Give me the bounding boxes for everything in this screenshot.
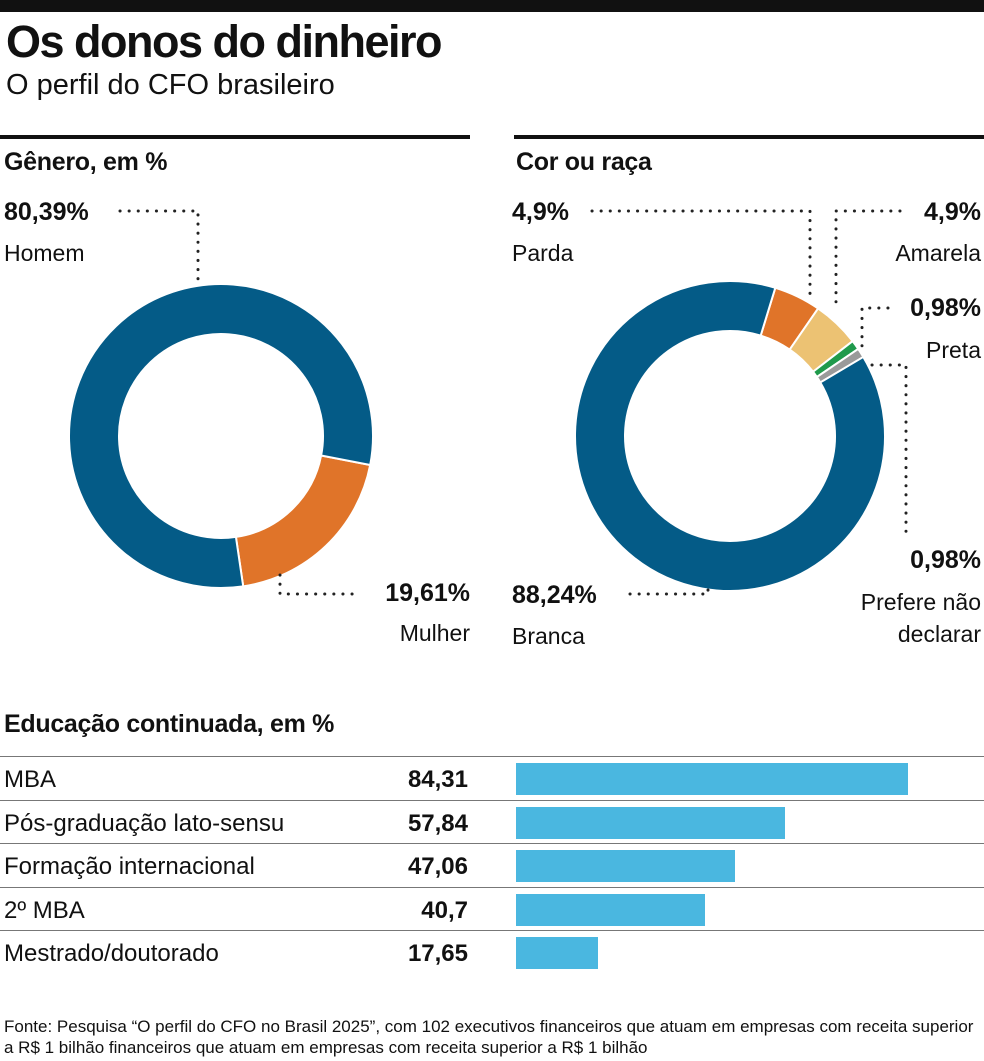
parda-label: Parda (512, 240, 574, 266)
gender-chart-title: Gênero, em % (4, 148, 168, 176)
preta-value: 0,98% (910, 294, 981, 322)
edu-value-label: 84,31 (407, 766, 468, 793)
leader-line-homem (118, 209, 200, 282)
slice-mulher (234, 454, 372, 588)
edu-row-mba: MBA 84,31 (0, 756, 984, 799)
edu-row-mestrado-doutorado: Mestrado/doutorado 17,65 (0, 930, 984, 973)
mulher-label: Mulher (399, 620, 470, 646)
parda-value: 4,9% (512, 198, 569, 226)
prefere-value: 0,98% (910, 546, 981, 574)
edu-row-pos-graduacao-lato-sensu: Pós-graduação lato-sensu 57,84 (0, 799, 984, 843)
edu-category-label: MBA (4, 766, 57, 793)
prefere-label-line1: Prefere não (860, 589, 981, 615)
edu-value-label: 40,7 (421, 896, 468, 924)
leader-line-mulher (278, 573, 362, 596)
preta-label: Preta (926, 337, 981, 363)
gender-section-rule (0, 135, 470, 139)
slice-homem (68, 283, 374, 589)
amarela-label: Amarela (895, 240, 981, 266)
page-subtitle: O perfil do CFO brasileiro (6, 69, 335, 101)
donut-charts (68, 209, 908, 596)
prefere-label-line2: declarar (897, 621, 981, 647)
branca-label: Branca (512, 623, 585, 649)
source-note: Fonte: Pesquisa “O perfil do CFO no Bras… (4, 1017, 974, 1057)
edu-row-separator (0, 799, 984, 801)
edu-row-formacao-internacional: Formação internacional 47,06 (0, 843, 984, 886)
mulher-value: 19,61% (385, 579, 470, 607)
leader-line-preta (860, 306, 890, 352)
edu-category-label: Mestrado/doutorado (4, 940, 219, 967)
slice-branca (574, 280, 886, 592)
edu-bar (516, 893, 706, 926)
gender-donut (68, 283, 374, 589)
edu-value-label: 17,65 (407, 940, 468, 967)
race-donut (574, 280, 886, 592)
homem-label: Homem (4, 240, 85, 266)
branca-value: 88,24% (512, 581, 597, 609)
edu-row-separator (0, 886, 984, 888)
leader-line-amarela (834, 209, 902, 307)
edu-bar (516, 850, 735, 882)
edu-category-label: Pós-graduação lato-sensu (4, 809, 285, 837)
page-title: Os donos do dinheiro (6, 16, 443, 67)
race-section-rule (514, 135, 984, 139)
amarela-value: 4,9% (924, 198, 981, 226)
top-bar (0, 0, 984, 12)
homem-value: 80,39% (4, 198, 89, 226)
edu-row-separator (0, 843, 984, 844)
edu-category-label: Formação internacional (4, 853, 255, 880)
edu-row-separator (0, 930, 984, 931)
edu-bar (516, 937, 599, 969)
edu-bar (516, 763, 909, 795)
education-chart-title: Educação continuada, em % (4, 710, 335, 738)
edu-category-label: 2º MBA (4, 896, 85, 924)
edu-value-label: 57,84 (407, 809, 468, 837)
race-chart-title: Cor ou raça (516, 148, 652, 176)
edu-value-label: 47,06 (407, 853, 468, 880)
edu-row-separator (0, 756, 984, 757)
edu-bar (516, 806, 785, 839)
leader-line-parda (590, 209, 812, 302)
edu-row-2-mba: 2º MBA 40,7 (0, 886, 984, 930)
leader-line-branca (628, 580, 710, 596)
